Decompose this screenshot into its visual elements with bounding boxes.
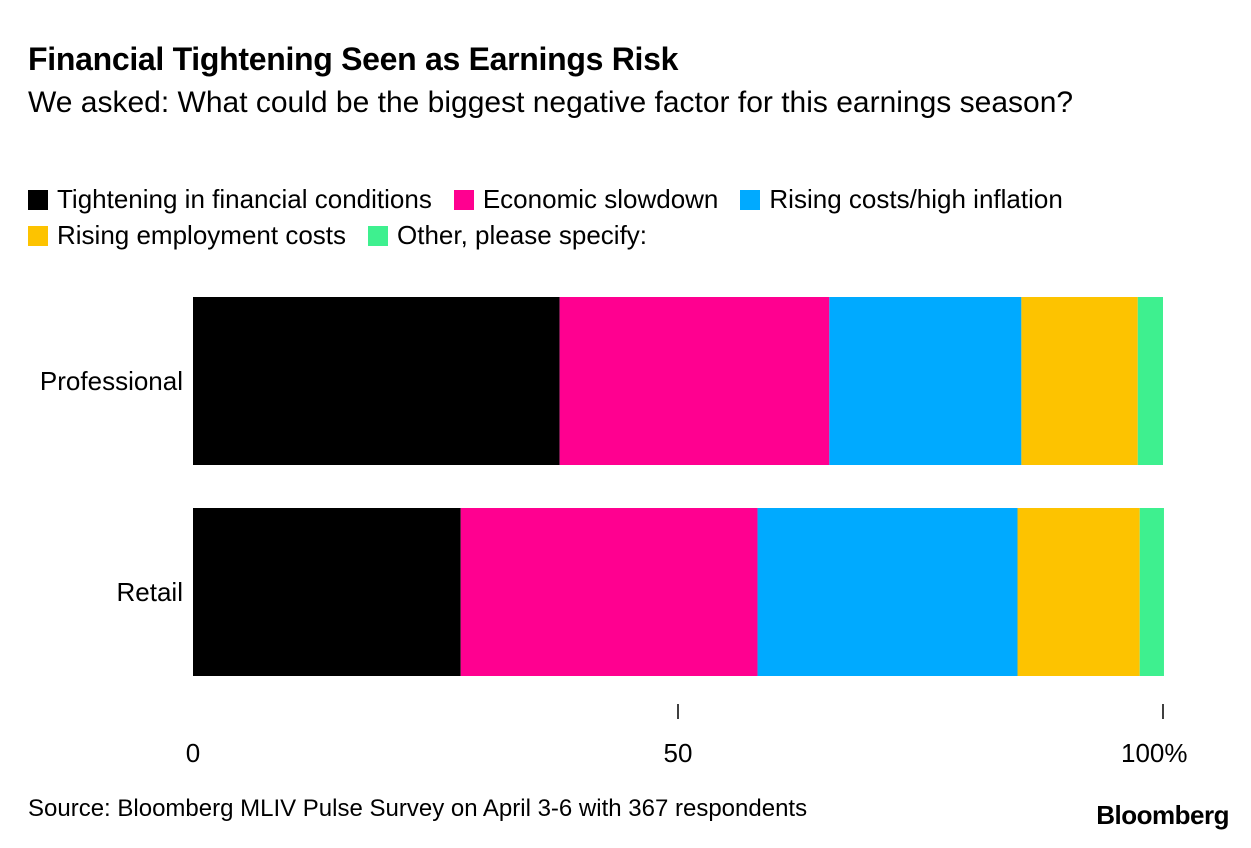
bar-professional-tightening-in-financial-conditions (193, 297, 560, 465)
legend: Tightening in financial conditions Econom… (28, 181, 1228, 253)
bar-professional-other-please-specify (1137, 297, 1163, 465)
legend-label: Tightening in financial conditions (57, 184, 432, 214)
chart-subtitle: We asked: What could be the biggest nega… (28, 86, 1074, 119)
legend-item-other: Other, please specify: (368, 217, 647, 253)
legend-swatch (368, 226, 388, 246)
legend-label: Other, please specify: (397, 220, 648, 250)
x-tick-label: 0 (186, 738, 200, 768)
x-tick-label: 50 (664, 738, 693, 768)
bar-professional-rising-costs-high-inflation (829, 297, 1022, 465)
bar-retail-rising-costs-high-inflation (757, 508, 1018, 676)
legend-label: Rising employment costs (57, 220, 346, 250)
legend-swatch (28, 190, 48, 210)
bloomberg-logo: Bloomberg (1096, 800, 1229, 830)
category-label-professional: Professional (40, 366, 183, 396)
legend-item-tightening: Tightening in financial conditions (28, 181, 432, 217)
x-tick-label: 100% (1121, 738, 1188, 768)
bar-retail-tightening-in-financial-conditions (193, 508, 461, 676)
legend-label: Rising costs/high inflation (769, 184, 1063, 214)
legend-swatch (28, 226, 48, 246)
bar-professional-economic-slowdown (559, 297, 830, 465)
legend-item-slowdown: Economic slowdown (453, 181, 719, 217)
bar-retail-other-please-specify (1139, 508, 1164, 676)
category-label-retail: Retail (117, 577, 183, 607)
source-note: Source: Bloomberg MLIV Pulse Survey on A… (28, 795, 808, 822)
chart-title: Financial Tightening Seen as Earnings Ri… (28, 41, 679, 77)
bar-retail-economic-slowdown (460, 508, 758, 676)
legend-item-employment: Rising employment costs (28, 217, 346, 253)
legend-item-inflation: Rising costs/high inflation (740, 181, 1063, 217)
legend-swatch (453, 190, 474, 210)
bar-professional-rising-employment-costs (1021, 297, 1138, 465)
legend-swatch (740, 190, 761, 210)
bar-retail-rising-employment-costs (1017, 508, 1140, 676)
legend-label: Economic slowdown (482, 184, 719, 214)
